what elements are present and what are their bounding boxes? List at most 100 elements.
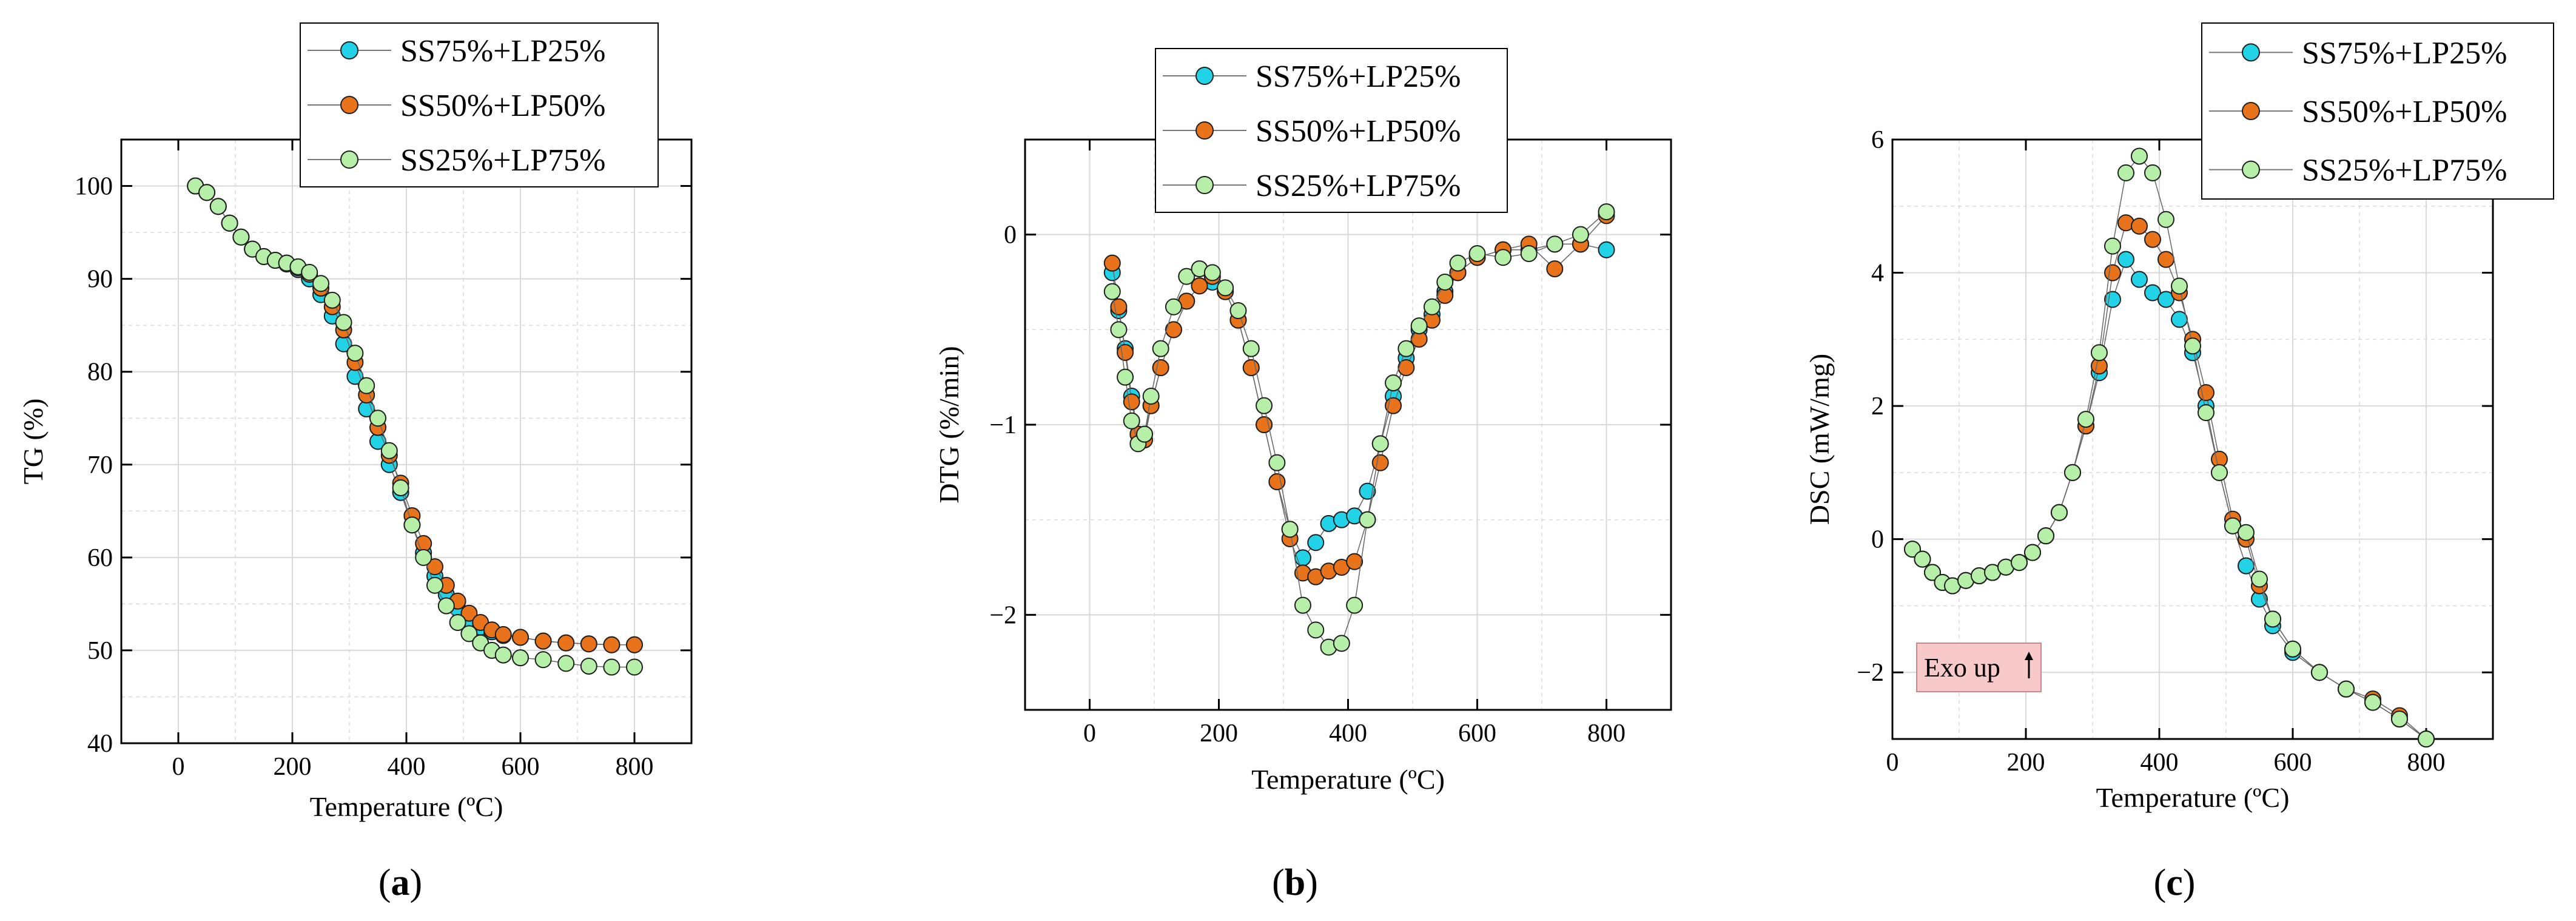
data-point bbox=[198, 184, 215, 201]
y-axis-title: TG (%) bbox=[18, 399, 49, 485]
legend-label: SS75%+LP25% bbox=[1256, 59, 1461, 94]
panel-label: (a) bbox=[378, 862, 422, 903]
data-point bbox=[1495, 249, 1512, 266]
data-point bbox=[2284, 640, 2301, 658]
data-point bbox=[2077, 411, 2094, 428]
data-point bbox=[2064, 464, 2081, 481]
data-point bbox=[1346, 596, 1364, 614]
panel-label: (b) bbox=[1272, 862, 1318, 903]
data-point bbox=[1229, 302, 1247, 319]
y-tick-label: −2 bbox=[1857, 659, 1884, 687]
data-point bbox=[2144, 164, 2161, 181]
data-point bbox=[1385, 397, 1402, 414]
data-point bbox=[1110, 321, 1128, 339]
data-point bbox=[1924, 564, 1941, 581]
legend: SS75%+LP25% SS50%+LP50% SS25%+LP75% bbox=[2201, 22, 2554, 200]
data-point bbox=[1385, 374, 1402, 392]
data-point bbox=[323, 291, 341, 309]
data-point bbox=[1103, 283, 1121, 300]
data-point bbox=[1142, 388, 1160, 405]
series-2 bbox=[1103, 207, 1615, 585]
data-point bbox=[2091, 344, 2108, 362]
y-axis-title: DSC (mW/mg) bbox=[1804, 354, 1835, 525]
data-point bbox=[2037, 527, 2054, 545]
y-tick-label: 70 bbox=[87, 451, 113, 479]
data-point bbox=[1165, 321, 1182, 339]
data-point bbox=[512, 629, 529, 646]
data-point bbox=[403, 516, 421, 534]
legend-marker bbox=[340, 150, 358, 169]
data-point bbox=[1152, 340, 1169, 357]
data-point bbox=[1359, 511, 1376, 528]
legend-label: SS75%+LP25% bbox=[2302, 36, 2507, 70]
x-tick-label: 0 bbox=[1886, 749, 1899, 777]
data-point bbox=[2198, 404, 2214, 422]
data-point bbox=[1191, 277, 1208, 295]
data-point bbox=[2157, 291, 2174, 308]
data-point bbox=[1117, 343, 1134, 361]
series-1 bbox=[1103, 235, 1615, 567]
y-tick-label: 100 bbox=[75, 173, 113, 201]
data-point bbox=[415, 548, 432, 566]
data-point bbox=[392, 479, 409, 497]
data-point bbox=[1598, 241, 1615, 258]
data-point bbox=[2131, 271, 2148, 288]
x-tick-label: 200 bbox=[1200, 720, 1238, 747]
x-tick-label: 0 bbox=[172, 753, 185, 781]
data-point bbox=[1110, 298, 1128, 315]
x-tick-label: 400 bbox=[2141, 749, 2179, 777]
y-tick-label: 80 bbox=[87, 359, 113, 386]
x-tick-label: 400 bbox=[388, 753, 426, 781]
series-3 bbox=[1904, 147, 2435, 747]
data-point bbox=[1268, 454, 1286, 471]
legend-marker bbox=[1196, 121, 1214, 140]
data-point bbox=[221, 214, 238, 232]
exo-up-annotation: Exo up bbox=[1916, 643, 2042, 692]
legend-label: SS25%+LP75% bbox=[1256, 169, 1461, 203]
data-point bbox=[1281, 521, 1299, 538]
x-tick-label: 400 bbox=[1329, 720, 1367, 747]
data-point bbox=[494, 626, 512, 643]
data-point bbox=[603, 636, 620, 653]
data-point bbox=[449, 614, 466, 631]
legend-label: SS50%+LP50% bbox=[400, 89, 605, 123]
x-tick-label: 200 bbox=[2007, 749, 2045, 777]
x-tick-label: 600 bbox=[2274, 749, 2312, 777]
data-point bbox=[312, 275, 329, 292]
data-point bbox=[557, 634, 575, 652]
data-point bbox=[1333, 635, 1350, 652]
data-point bbox=[2238, 524, 2255, 541]
data-point bbox=[1468, 245, 1486, 262]
x-tick-label: 800 bbox=[1587, 720, 1626, 747]
data-point bbox=[2104, 264, 2121, 282]
data-point bbox=[1904, 541, 1921, 558]
data-point bbox=[1307, 621, 1325, 639]
data-point bbox=[512, 649, 529, 667]
legend-marker bbox=[1196, 176, 1214, 194]
data-point bbox=[1307, 534, 1325, 552]
annotation-box bbox=[1916, 643, 2042, 692]
panel-c: 0 200 400 600 800 −2 0 2 4 6 Temperature (ºC) DSC (… bbox=[1804, 22, 2554, 903]
y-tick-label: 6 bbox=[1871, 126, 1884, 154]
data-point bbox=[2224, 517, 2241, 535]
data-point bbox=[232, 228, 250, 246]
data-point bbox=[1397, 340, 1415, 357]
data-point bbox=[2251, 570, 2268, 588]
data-point bbox=[2011, 554, 2028, 572]
y-tick-label: −2 bbox=[989, 601, 1017, 629]
grid bbox=[121, 140, 691, 744]
up-arrowhead-icon bbox=[2025, 652, 2033, 660]
data-point bbox=[1436, 274, 1454, 291]
data-point bbox=[1203, 264, 1221, 282]
data-point bbox=[358, 377, 375, 394]
data-point bbox=[2024, 544, 2041, 561]
x-tick-label: 0 bbox=[1083, 720, 1096, 747]
data-point bbox=[301, 263, 318, 281]
y-tick-label: −1 bbox=[989, 411, 1017, 439]
data-point bbox=[2144, 231, 2161, 248]
data-point bbox=[2117, 164, 2134, 181]
x-axis-title: Temperature (ºC) bbox=[1251, 764, 1445, 795]
data-point bbox=[335, 314, 352, 331]
data-point bbox=[2238, 557, 2255, 575]
